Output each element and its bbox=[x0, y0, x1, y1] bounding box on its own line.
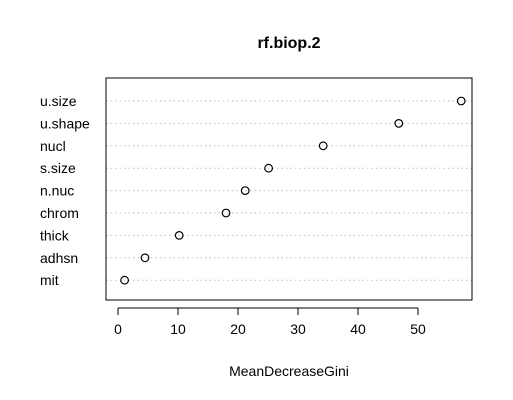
chart-title: rf.biop.2 bbox=[257, 35, 320, 52]
category-label: s.size bbox=[40, 160, 76, 176]
x-tick-label: 0 bbox=[114, 321, 122, 337]
data-point bbox=[456, 96, 466, 106]
data-point bbox=[264, 163, 274, 173]
category-labels: u.size u.shape nucl s.size n.nuc chrom thick ad… bbox=[40, 93, 90, 288]
x-axis: 0 10 20 30 40 50 bbox=[114, 307, 426, 337]
data-point bbox=[394, 118, 404, 128]
plot-frame bbox=[105, 77, 473, 301]
category-label: u.size bbox=[40, 93, 77, 109]
grid-lines bbox=[106, 100, 472, 281]
category-label: thick bbox=[40, 227, 70, 243]
data-point bbox=[120, 275, 129, 285]
data-point bbox=[221, 208, 231, 218]
data-point bbox=[140, 253, 150, 263]
data-point bbox=[318, 141, 328, 151]
data-point bbox=[174, 230, 184, 240]
data-points bbox=[120, 96, 466, 285]
x-axis-title: MeanDecreaseGini bbox=[229, 363, 349, 379]
x-tick-label: 10 bbox=[170, 321, 186, 337]
category-label: nucl bbox=[40, 138, 66, 154]
x-tick-label: 20 bbox=[230, 321, 246, 337]
category-label: chrom bbox=[40, 205, 79, 221]
x-tick-label: 40 bbox=[350, 321, 366, 337]
category-label: adhsn bbox=[40, 250, 78, 266]
category-label: n.nuc bbox=[40, 183, 74, 199]
category-label: u.shape bbox=[40, 115, 90, 131]
category-label: mit bbox=[40, 272, 59, 288]
x-tick-label: 50 bbox=[410, 321, 426, 337]
x-tick-label: 30 bbox=[290, 321, 306, 337]
data-point bbox=[240, 186, 250, 196]
